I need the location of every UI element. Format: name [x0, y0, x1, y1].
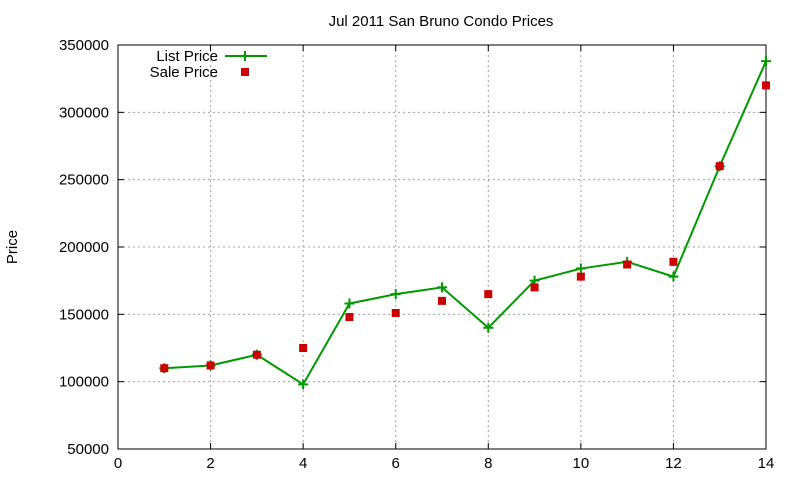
- x-tick-label: 14: [758, 455, 775, 472]
- list-price-point: [668, 271, 679, 282]
- legend-marker-list-price: [240, 51, 250, 61]
- sale-price-point: [669, 257, 678, 266]
- y-tick-label: 200000: [59, 239, 109, 256]
- sale-price-point: [391, 308, 400, 317]
- legend-label-list-price: List Price: [156, 48, 218, 65]
- sale-price-point: [484, 290, 493, 299]
- y-axis-label: Price: [4, 230, 21, 264]
- sale-price-point: [715, 162, 724, 171]
- x-tick-label: 8: [484, 455, 492, 472]
- list-price-series: [159, 56, 771, 390]
- list-price-point: [483, 322, 494, 333]
- y-axis: 50000 100000 150000 200000 250000 300000 35000…: [59, 37, 766, 458]
- sale-price-point: [762, 81, 770, 90]
- plot-series: [159, 56, 771, 390]
- x-tick-label: 12: [665, 455, 682, 472]
- sale-price-point: [530, 283, 539, 292]
- x-tick-label: 10: [573, 455, 590, 472]
- y-tick-label: 150000: [59, 306, 109, 323]
- x-tick-label: 2: [206, 455, 214, 472]
- grid-lines: [118, 45, 766, 449]
- x-axis: 0 2 4 6 8 10 12 14: [114, 45, 775, 472]
- sale-price-point: [206, 361, 215, 370]
- y-tick-label: 350000: [59, 37, 109, 54]
- list-price-point: [390, 289, 401, 300]
- chart-title: Jul 2011 San Bruno Condo Prices: [329, 13, 554, 30]
- legend-marker-sale-price: [241, 68, 249, 76]
- list-price-line: [164, 60, 767, 386]
- sale-price-point: [160, 364, 169, 373]
- list-price-point: [437, 282, 447, 293]
- sale-price-point: [345, 313, 354, 322]
- sale-price-point: [299, 344, 308, 352]
- y-tick-label: 50000: [67, 441, 109, 458]
- list-price-point: [298, 379, 309, 390]
- list-price-point: [575, 263, 586, 274]
- sale-price-series: [160, 81, 770, 373]
- sale-price-point: [623, 260, 632, 269]
- y-tick-label: 300000: [59, 104, 109, 121]
- sale-price-point: [252, 350, 261, 359]
- sale-price-point: [576, 272, 585, 281]
- x-tick-label: 6: [392, 455, 400, 472]
- y-tick-label: 100000: [59, 374, 109, 391]
- y-tick-label: 250000: [59, 172, 109, 189]
- sale-price-point: [438, 296, 446, 305]
- legend-label-sale-price: Sale Price: [150, 64, 218, 81]
- x-tick-label: 4: [299, 455, 307, 472]
- list-price-point: [761, 56, 771, 67]
- x-tick-label: 0: [114, 455, 122, 472]
- list-price-point: [344, 298, 355, 309]
